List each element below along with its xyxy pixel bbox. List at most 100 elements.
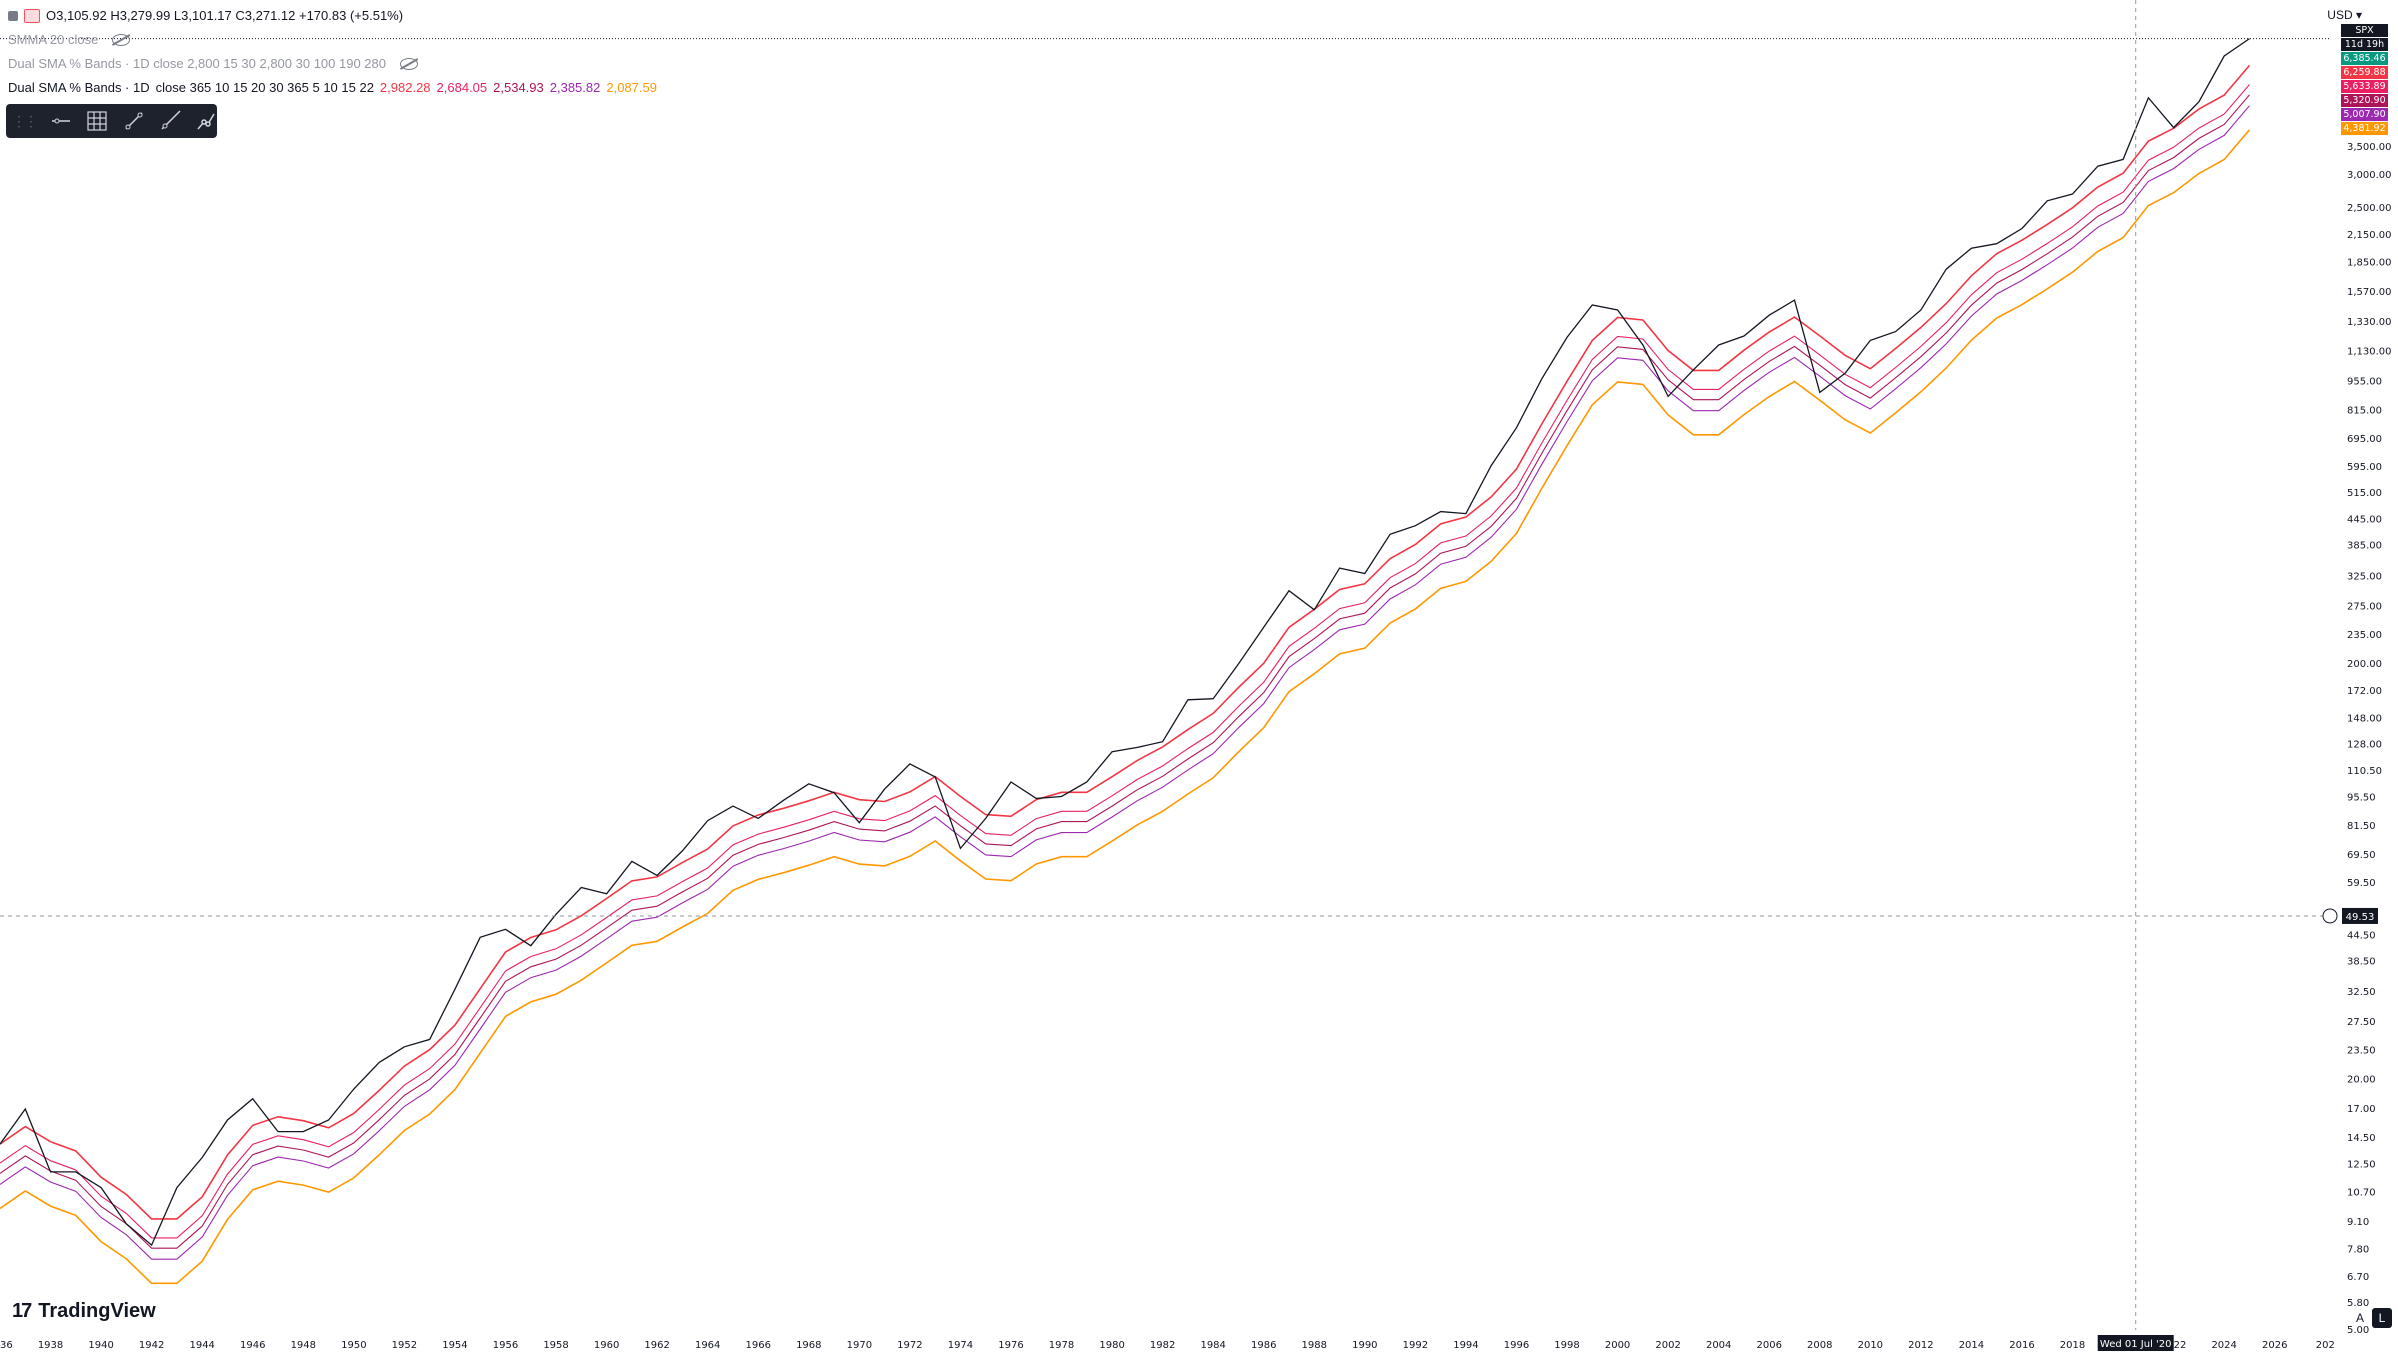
price-tag: 4,381.92 xyxy=(2341,122,2388,135)
price-axis-label: 1,570.00 xyxy=(2347,287,2392,298)
currency-label: USD xyxy=(2327,8,2353,22)
trend-line-icon[interactable] xyxy=(122,109,144,133)
price-axis-label: 325.00 xyxy=(2347,571,2382,582)
time-axis-label: 2002 xyxy=(1655,1340,1680,1351)
price-axis-label: 172.00 xyxy=(2347,686,2382,697)
time-axis-label: 202 xyxy=(2316,1340,2335,1351)
price-axis-label: 200.00 xyxy=(2347,659,2382,670)
indicator-legend-dual-sma-1[interactable]: Dual SMA % Bands · 1D close 2,800 15 30 … xyxy=(8,56,418,71)
price-axis-label: 695.00 xyxy=(2347,434,2382,445)
time-axis-label: 1984 xyxy=(1200,1340,1225,1351)
price-axis-label: 6.70 xyxy=(2347,1272,2369,1283)
price-axis-label: 385.00 xyxy=(2347,541,2382,552)
price-axis-label: 1,330.00 xyxy=(2347,317,2392,328)
price-axis-label: 2,150.00 xyxy=(2347,230,2392,241)
time-axis-label: 2026 xyxy=(2262,1340,2287,1351)
indicator-smma-label: SMMA 20 close xyxy=(8,32,99,47)
time-axis-label: 2012 xyxy=(1908,1340,1933,1351)
time-axis-label: 1938 xyxy=(38,1340,63,1351)
path-icon[interactable] xyxy=(195,109,217,133)
band-value-0: 2,982.28 xyxy=(379,80,431,95)
price-axis-label: 3,000.00 xyxy=(2347,170,2392,181)
time-axis-label: 1996 xyxy=(1504,1340,1529,1351)
ohlc-values: O3,105.92 H3,279.99 L3,101.17 C3,271.12 … xyxy=(46,8,404,23)
time-axis-label: 1956 xyxy=(493,1340,518,1351)
price-axis-label: 95.50 xyxy=(2347,792,2376,803)
price-axis-label: 44.50 xyxy=(2347,930,2376,941)
price-axis-label: 81.50 xyxy=(2347,821,2376,832)
drawing-toolbar[interactable]: ⋮⋮ xyxy=(6,104,217,138)
time-axis-label: 1962 xyxy=(644,1340,669,1351)
price-axis-label: 12.50 xyxy=(2347,1160,2376,1171)
price-line xyxy=(0,38,2250,1247)
price-tag: 5,633.89 xyxy=(2341,80,2388,93)
time-axis-label: 1988 xyxy=(1302,1340,1327,1351)
price-axis-label: 69.50 xyxy=(2347,850,2376,861)
band-value-4: 2,087.59 xyxy=(606,80,657,95)
compare-icon[interactable] xyxy=(24,8,40,23)
price-axis-label: 235.00 xyxy=(2347,630,2382,641)
price-tag: 5,007.90 xyxy=(2341,108,2388,121)
price-axis-label: 5.00 xyxy=(2347,1325,2369,1336)
time-axis-label: 1976 xyxy=(998,1340,1023,1351)
time-axis-label: 1972 xyxy=(897,1340,922,1351)
add-alert-icon[interactable] xyxy=(2322,908,2338,924)
time-axis-label: 1936 xyxy=(0,1340,13,1351)
log-scale-label: L xyxy=(2378,1311,2386,1325)
log-scale-button[interactable]: L xyxy=(2372,1308,2392,1328)
band-line-4 xyxy=(0,129,2251,1285)
price-tag: 11d 19h xyxy=(2341,38,2388,51)
time-axis-label: 1980 xyxy=(1099,1340,1124,1351)
price-axis-label: 5.80 xyxy=(2347,1298,2369,1309)
crosshair-price-bg xyxy=(2342,907,2378,924)
time-axis-label: 1986 xyxy=(1251,1340,1276,1351)
grid-icon[interactable] xyxy=(86,109,108,133)
time-axis-label: 2006 xyxy=(1757,1340,1782,1351)
price-axis-label: 3,500.00 xyxy=(2347,142,2392,153)
time-axis-label: 1954 xyxy=(442,1340,467,1351)
price-axis-label: 445.00 xyxy=(2347,515,2382,526)
tradingview-logo[interactable]: 17 TradingView xyxy=(12,1300,156,1323)
band-value-1: 2,684.05 xyxy=(436,80,488,95)
price-axis-label: 148.00 xyxy=(2347,713,2382,724)
price-axis-label: 59.50 xyxy=(2347,878,2376,889)
time-axis-label: 2008 xyxy=(1807,1340,1832,1351)
ray-icon[interactable] xyxy=(159,109,181,133)
drag-handle-icon[interactable]: ⋮⋮ xyxy=(12,112,38,129)
auto-scale-button[interactable]: A xyxy=(2350,1308,2370,1328)
indicator-legend-dual-sma-2[interactable]: Dual SMA % Bands · 1D close 365 10 15 20… xyxy=(8,80,663,95)
price-axis-label: 2,500.00 xyxy=(2347,203,2392,214)
price-axis-label: 815.00 xyxy=(2347,405,2382,416)
band-line-3 xyxy=(0,105,2250,1260)
band-line-1 xyxy=(0,84,2250,1239)
time-axis-label: 2010 xyxy=(1858,1340,1883,1351)
price-tag: 6,385.46 xyxy=(2341,52,2388,65)
price-tag: 6,259.88 xyxy=(2341,66,2388,79)
currency-selector[interactable]: USD ▾ xyxy=(2327,8,2362,22)
price-axis-label: 27.50 xyxy=(2347,1017,2376,1028)
time-axis-label: 1940 xyxy=(88,1340,113,1351)
price-axis-label: 955.00 xyxy=(2347,377,2382,388)
indicator-dual-sma-2-name: Dual SMA % Bands · 1D xyxy=(8,80,150,95)
time-axis-label: 1974 xyxy=(948,1340,973,1351)
price-axis-label: 10.70 xyxy=(2347,1188,2376,1199)
price-axis-label: 110.50 xyxy=(2347,766,2382,777)
eye-hidden-icon[interactable] xyxy=(112,33,131,46)
time-axis-label: 1950 xyxy=(341,1340,366,1351)
crosshair-date-bg xyxy=(2097,1335,2174,1351)
time-axis-label: 1992 xyxy=(1403,1340,1428,1351)
symbol-icon[interactable] xyxy=(8,10,18,21)
price-tag: SPX xyxy=(2341,24,2388,37)
time-axis-label: 1946 xyxy=(240,1340,265,1351)
horizontal-line-icon[interactable] xyxy=(50,109,72,133)
time-axis-label: 1948 xyxy=(291,1340,316,1351)
crosshair-price-label: 49.53 xyxy=(2346,912,2375,923)
price-axis-label: 38.50 xyxy=(2347,956,2376,967)
time-axis-label: 1944 xyxy=(189,1340,214,1351)
indicator-dual-sma-1-label: Dual SMA % Bands · 1D close 2,800 15 30 … xyxy=(8,56,386,71)
eye-hidden-icon[interactable] xyxy=(399,57,418,70)
price-axis-label: 32.50 xyxy=(2347,987,2376,998)
band-line-0 xyxy=(0,64,2251,1220)
indicator-legend-smma[interactable]: SMMA 20 close xyxy=(8,32,131,47)
